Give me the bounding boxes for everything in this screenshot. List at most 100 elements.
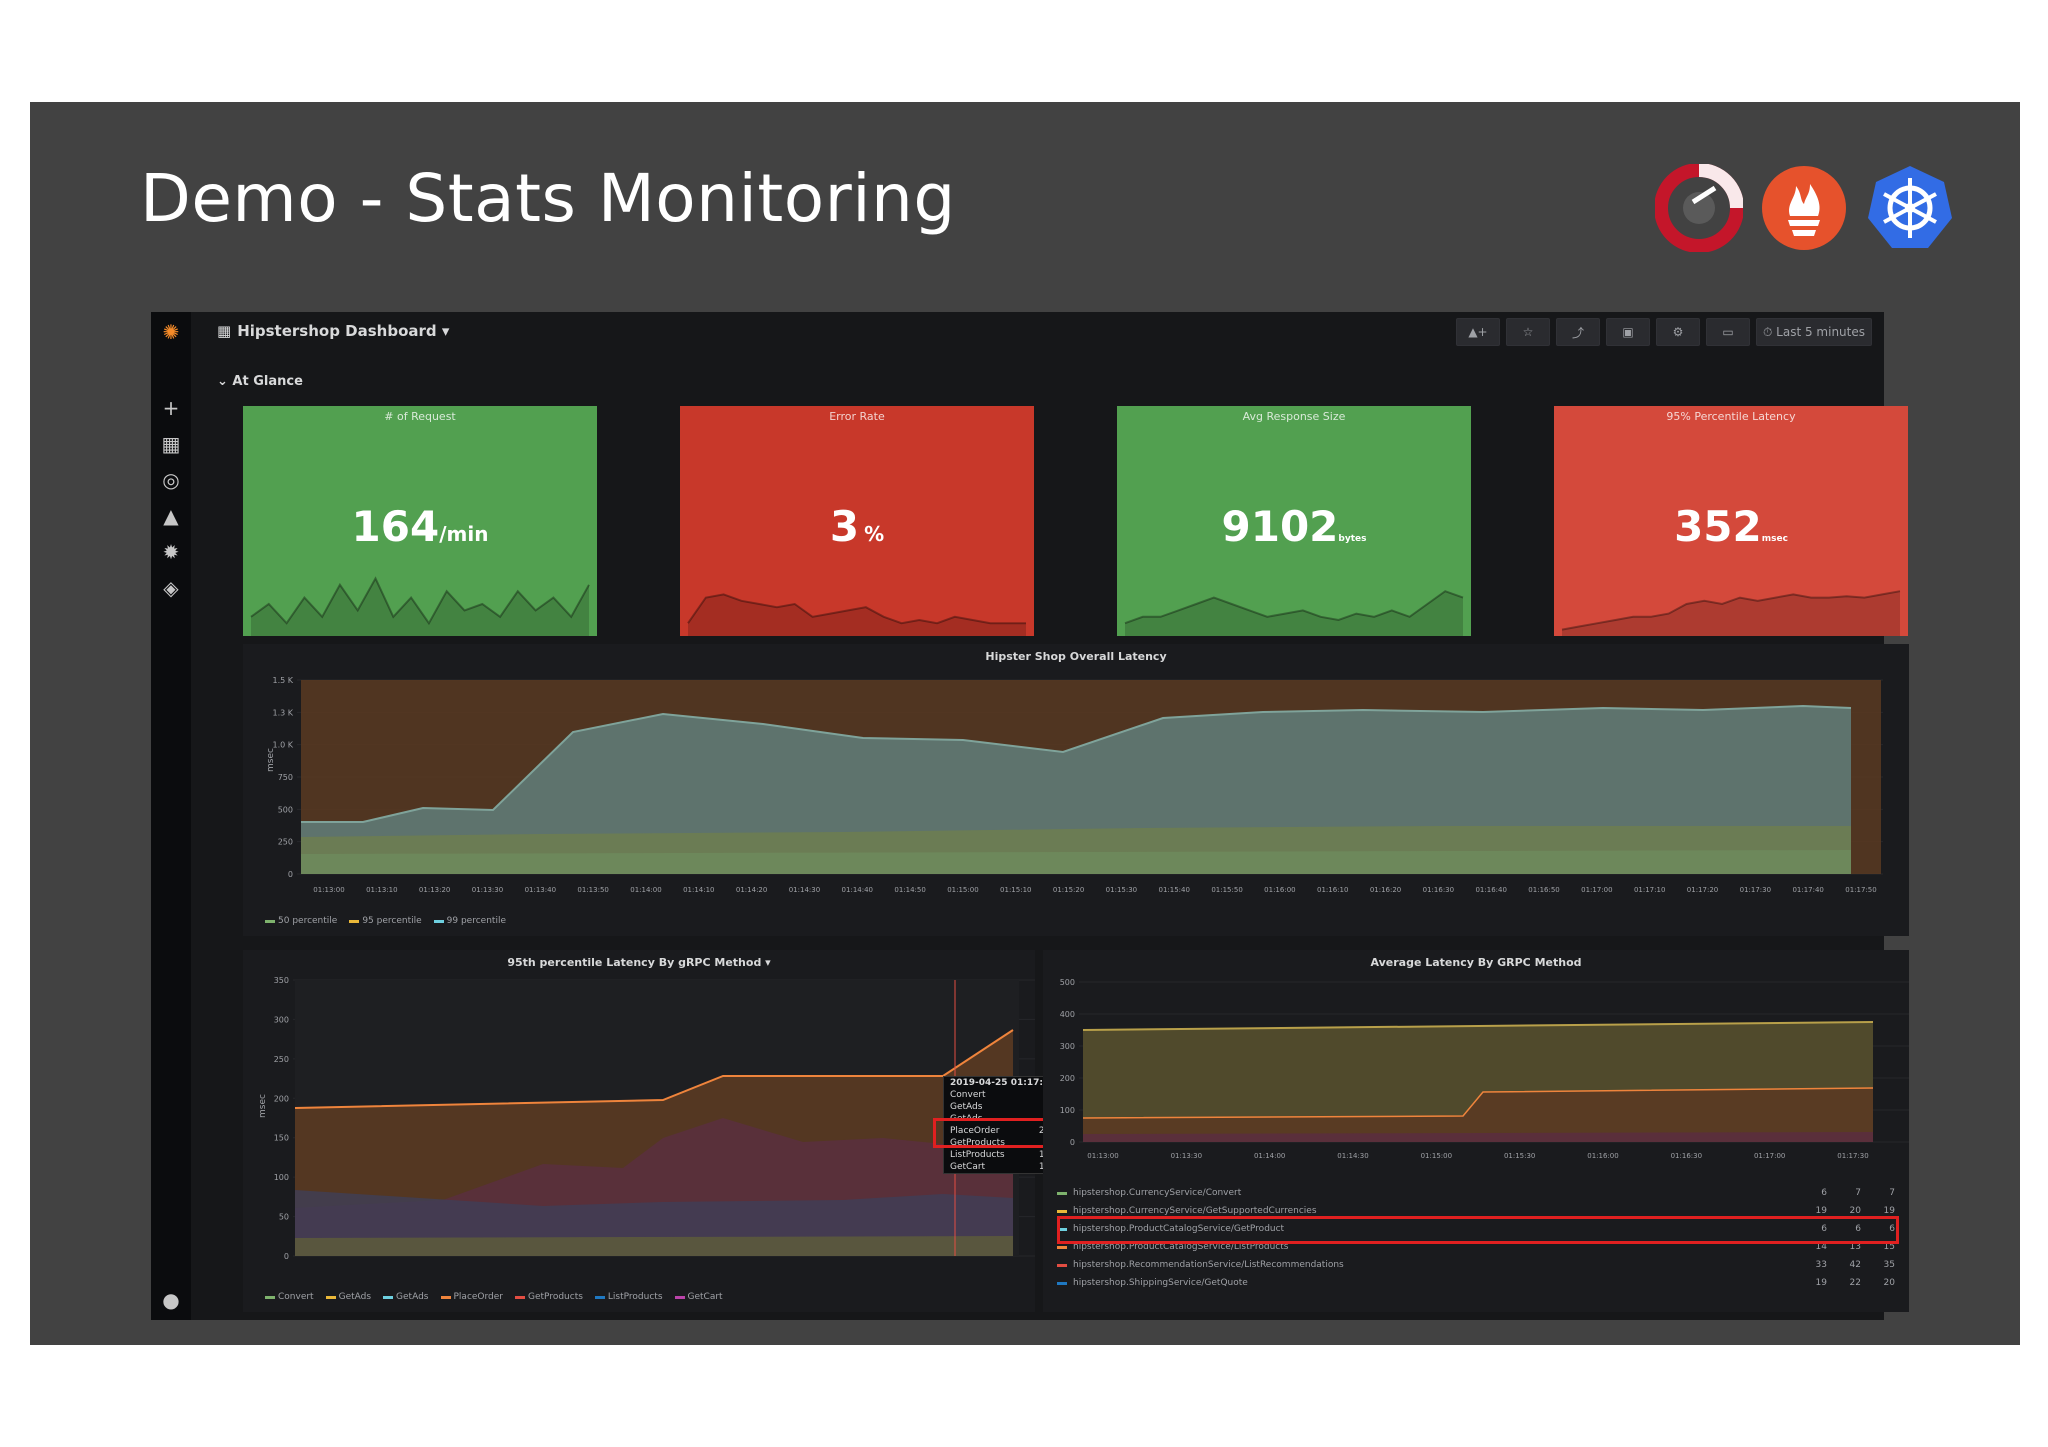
x-tick-label: 01:16:00 — [1264, 886, 1295, 894]
dashboard-grid-icon: ▦ — [217, 322, 232, 340]
overall-legend: 50 percentile 95 percentile 99 percentil… — [265, 916, 506, 926]
x-tick-label: 01:13:20 — [419, 886, 450, 894]
plus-icon[interactable]: + — [162, 396, 180, 420]
legend-item[interactable]: 50 percentile — [265, 916, 337, 926]
legend-item[interactable]: Convert — [265, 1292, 314, 1302]
panel-title: 95th percentile Latency By gRPC Method ▾ — [507, 956, 771, 969]
grafana-icon[interactable]: ✺ — [162, 320, 180, 344]
alert-bell-icon[interactable]: ▲ — [163, 504, 179, 528]
table-row[interactable]: hipstershop.CurrencyService/GetSupported… — [1057, 1202, 1895, 1220]
table-row[interactable]: hipstershop.RecommendationService/ListRe… — [1057, 1256, 1895, 1274]
legend-item[interactable]: GetProducts — [515, 1292, 583, 1302]
grafana-dashboard: ✺ + ▦ ◎ ▲ ✹ ◈ ● ▦ Hipstershop Dashboard ▾… — [151, 312, 1909, 1320]
save-icon[interactable]: ▣ — [1605, 318, 1650, 346]
x-tick-label: 01:14:30 — [1337, 1152, 1368, 1160]
stat-panel-response-size[interactable]: Avg Response Size 9102bytes — [1117, 406, 1471, 636]
sparkline-line — [1124, 590, 1464, 625]
sparkline-area — [1125, 591, 1463, 636]
sparkline-line — [250, 576, 590, 626]
stat-panel-latency[interactable]: 95% Percentile Latency 352msec — [1554, 406, 1908, 636]
x-tick-label: 01:16:40 — [1475, 886, 1506, 894]
x-tick-label: 01:13:50 — [577, 886, 608, 894]
x-tick-label: 01:13:40 — [525, 886, 556, 894]
x-tick-label: 01:16:00 — [1587, 1152, 1618, 1160]
y-tick-label: 200 — [1060, 1074, 1075, 1083]
legend-item[interactable]: GetCart — [674, 1292, 723, 1302]
x-tick-label: 01:14:00 — [1254, 1152, 1285, 1160]
x-tick-label: 01:17:00 — [1581, 886, 1612, 894]
x-tick-label: 01:14:50 — [894, 886, 925, 894]
sparkline — [1561, 590, 1901, 636]
x-tick-label: 01:17:30 — [1837, 1152, 1868, 1160]
tv-icon[interactable]: ▭ — [1705, 318, 1750, 346]
table-row[interactable]: hipstershop.ShippingService/GetQuote 19 22… — [1057, 1274, 1895, 1292]
x-tick-label: 01:15:40 — [1159, 886, 1190, 894]
x-tick-label: 01:17:10 — [1634, 886, 1665, 894]
legend-item[interactable]: 99 percentile — [433, 916, 506, 926]
y-tick-label: 300 — [274, 1015, 289, 1024]
legend-item[interactable]: PlaceOrder — [440, 1292, 503, 1302]
sparkline — [687, 593, 1026, 636]
sparkline-area — [251, 578, 589, 636]
x-tick-label: 01:15:30 — [1504, 1152, 1535, 1160]
x-tick-label: 01:17:50 — [1845, 886, 1876, 894]
legend-item[interactable]: GetAds — [383, 1292, 429, 1302]
shield-icon[interactable]: ◈ — [163, 576, 179, 600]
time-range-picker[interactable]: ⏱ Last 5 minutes — [1755, 318, 1872, 346]
x-tick-label: 01:13:30 — [1171, 1152, 1202, 1160]
p95-legend: Convert GetAds GetAds PlaceOrder GetProd… — [265, 1292, 723, 1302]
add-panel-icon[interactable]: ▲+ — [1455, 318, 1500, 346]
stat-label: 95% Percentile Latency — [1666, 410, 1796, 423]
y-tick-label: 0 — [284, 1252, 289, 1261]
legend-item[interactable]: 95 percentile — [349, 916, 422, 926]
y-tick-label: 1.3 K — [272, 708, 293, 717]
table-row[interactable]: hipstershop.ProductCatalogService/GetPro… — [1057, 1220, 1895, 1238]
legend-item[interactable]: GetAds — [325, 1292, 371, 1302]
dashboard-title-label: Hipstershop Dashboard ▾ — [237, 322, 450, 340]
dashboard-title[interactable]: ▦ Hipstershop Dashboard ▾ — [217, 322, 449, 340]
row-title-at-glance[interactable]: ⌄ At Glance — [217, 374, 303, 389]
x-tick-label: 01:15:00 — [947, 886, 978, 894]
avg-method-panel[interactable]: Average Latency By GRPC Method 500 400 300… — [1043, 950, 1909, 1312]
y-tick-label: 750 — [278, 773, 293, 782]
p95-ylabel: msec — [258, 1094, 268, 1118]
y-tick-label: 350 — [274, 976, 289, 985]
x-tick-label: 01:14:40 — [842, 886, 873, 894]
y-tick-label: 400 — [1060, 1010, 1075, 1019]
star-icon[interactable]: ☆ — [1505, 318, 1550, 346]
kubernetes-logo — [1868, 166, 1952, 248]
y-tick-label: 1.5 K — [272, 676, 293, 685]
explore-icon[interactable]: ◎ — [162, 468, 180, 492]
stat-panel-requests[interactable]: # of Request 164/min — [243, 406, 597, 636]
sparkline-line — [687, 593, 1026, 625]
x-tick-label: 01:14:20 — [736, 886, 767, 894]
y-tick-label: 150 — [274, 1134, 289, 1143]
x-tick-label: 01:16:10 — [1317, 886, 1348, 894]
stat-value: 3 % — [829, 502, 885, 551]
table-row[interactable]: hipstershop.ProductCatalogService/ListPr… — [1057, 1238, 1895, 1256]
legend-item[interactable]: ListProducts — [594, 1292, 663, 1302]
table-row[interactable]: hipstershop.CurrencyService/Convert 6 7 7 — [1057, 1184, 1895, 1202]
panel-title: Hipster Shop Overall Latency — [985, 650, 1167, 663]
x-tick-label: 01:17:20 — [1687, 886, 1718, 894]
dashboards-icon[interactable]: ▦ — [161, 432, 181, 456]
y-tick-label: 200 — [274, 1094, 289, 1103]
gear-icon[interactable]: ✹ — [162, 540, 180, 564]
p95-method-panel[interactable]: 95th percentile Latency By gRPC Method ▾… — [243, 950, 1083, 1312]
settings-icon[interactable]: ⚙ — [1655, 318, 1700, 346]
slide: Demo - Stats Monitoring ✺ + ▦ ◎ ▲ ✹ — [30, 102, 2020, 1345]
share-icon[interactable]: ⤴ — [1555, 318, 1600, 346]
stat-panel-error-rate[interactable]: Error Rate 3 % — [680, 406, 1034, 636]
y-tick-label: 500 — [1060, 978, 1075, 987]
overall-latency-graph: 1.5 K 1.3 K 1.0 K 750 500 250 0 01:13:00 01:13:… — [266, 676, 1883, 894]
toolbar: ▲+ ☆ ⤴ ▣ ⚙ ▭ ⏱ Last 5 minutes — [1455, 318, 1872, 346]
user-avatar-icon[interactable]: ● — [162, 1288, 180, 1312]
x-tick-label: 01:17:00 — [1754, 1152, 1785, 1160]
prometheus-logo — [1762, 166, 1846, 250]
y-tick-label: 100 — [274, 1173, 289, 1182]
slide-title: Demo - Stats Monitoring — [140, 160, 956, 237]
x-tick-label: 01:16:30 — [1423, 886, 1454, 894]
sparkline-area — [1562, 591, 1900, 636]
x-tick-label: 01:16:50 — [1528, 886, 1559, 894]
